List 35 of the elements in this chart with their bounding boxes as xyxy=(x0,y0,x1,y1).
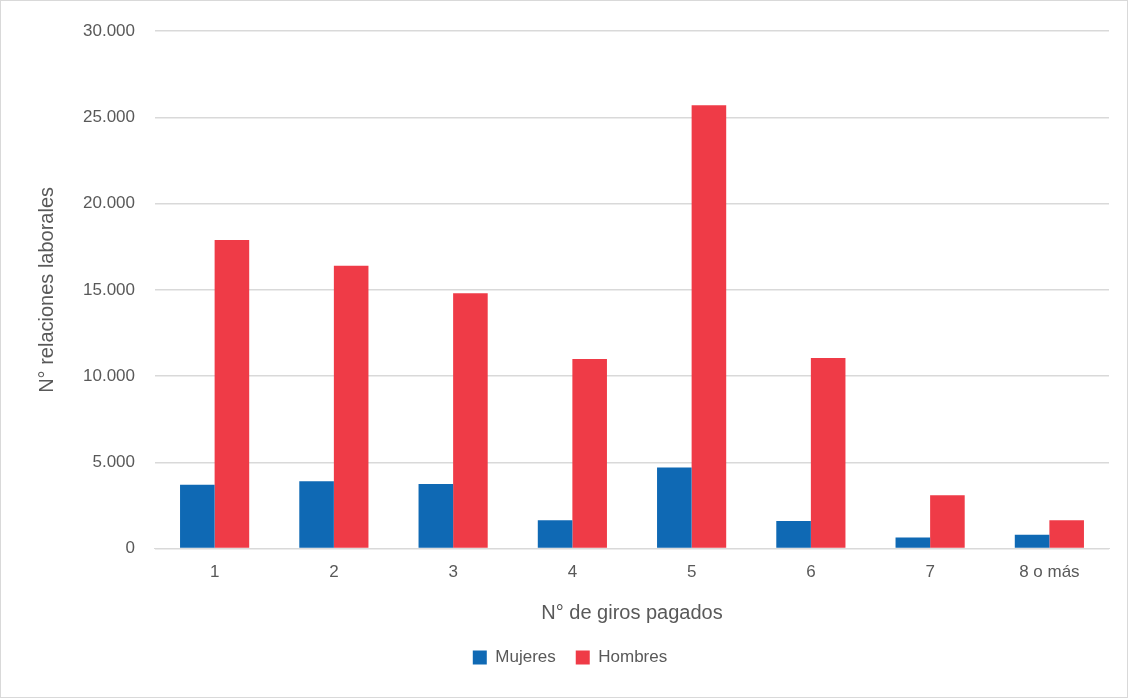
x-tick-label: 6 xyxy=(806,562,816,582)
bar xyxy=(537,520,573,548)
y-tick-label: 10.000 xyxy=(83,365,135,385)
y-tick-label: 5.000 xyxy=(92,452,135,472)
bar xyxy=(299,481,334,548)
x-tick-label: 7 xyxy=(925,562,935,582)
bar xyxy=(776,521,811,548)
y-axis-title: N° relaciones laborales xyxy=(34,186,57,393)
legend-label: Hombres xyxy=(598,647,668,667)
bar xyxy=(1049,520,1084,548)
legend-label: Mujeres xyxy=(495,647,556,667)
bar xyxy=(214,239,250,548)
y-tick-label: 15.000 xyxy=(83,279,135,299)
bar xyxy=(418,483,454,548)
x-tick-label: 5 xyxy=(686,562,697,582)
x-axis-title: N° de giros pagados xyxy=(541,600,723,623)
bar xyxy=(453,293,488,548)
x-tick-label: 1 xyxy=(209,562,220,582)
bar xyxy=(810,358,846,548)
x-tick-label: 3 xyxy=(448,562,458,582)
bar xyxy=(657,467,692,548)
bar xyxy=(572,358,607,548)
y-tick-label: 0 xyxy=(125,538,135,558)
bar xyxy=(180,484,215,548)
y-tick-label: 25.000 xyxy=(83,107,135,127)
bar xyxy=(333,265,369,548)
y-tick-label: 20.000 xyxy=(83,193,135,213)
y-tick-label: 30.000 xyxy=(83,20,135,40)
bar xyxy=(691,105,727,548)
x-tick-label: 8 o más xyxy=(1019,562,1080,582)
bar xyxy=(930,495,965,548)
bar xyxy=(895,537,931,548)
bar xyxy=(1014,534,1050,548)
x-tick-label: 2 xyxy=(329,562,339,582)
x-tick-label: 4 xyxy=(567,562,578,582)
